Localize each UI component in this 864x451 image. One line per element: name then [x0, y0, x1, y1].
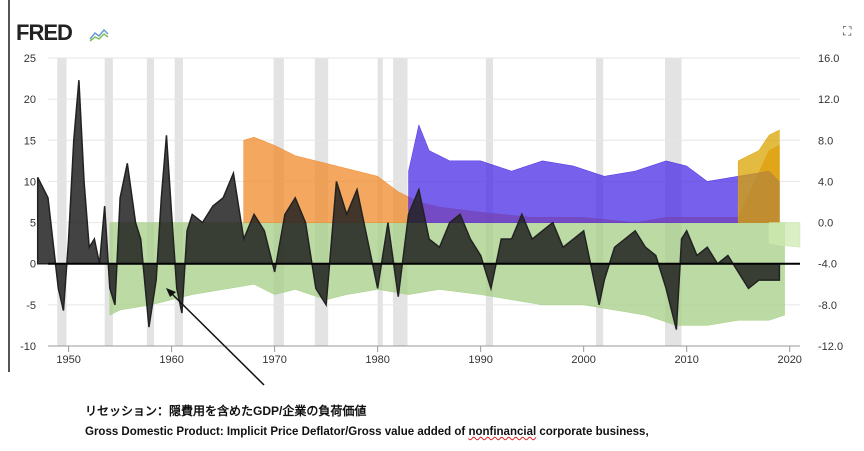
- series-blue-area: [408, 124, 780, 223]
- arrow-head: [166, 288, 176, 297]
- y-right-tick-label: 4.0: [818, 176, 833, 188]
- y-right-tick-label: 12.0: [818, 94, 839, 106]
- series-lightgreen-area: [768, 222, 801, 248]
- y-left-tick-label: 5: [30, 218, 36, 230]
- recession-band: [174, 58, 183, 346]
- annotation-arrow: [167, 289, 265, 386]
- recession-band: [57, 58, 67, 346]
- y-left-tick-label: 20: [24, 94, 36, 106]
- x-tick-label: 2020: [777, 354, 801, 366]
- series-gold-area: [737, 129, 780, 223]
- y-left-tick-label: 25: [24, 53, 36, 65]
- y-right-tick-label: -8.0: [818, 300, 837, 312]
- y-right-tick-label: -4.0: [818, 259, 837, 271]
- x-tick-label: 1990: [468, 354, 492, 366]
- x-tick-label: 2010: [674, 354, 698, 366]
- caption-english: Gross Domestic Product: Implicit Price D…: [85, 426, 649, 438]
- y-right-tick-label: -12.0: [818, 341, 843, 353]
- recession-band: [104, 58, 113, 346]
- caption-japanese: リセッション：隠費用を含めたGDP/企業の負荷価値: [85, 404, 367, 418]
- y-left-tick-label: -10: [20, 341, 36, 353]
- y-left-tick-label: 0: [30, 259, 36, 271]
- left-border: [8, 0, 10, 372]
- logo-graph-icon: [89, 28, 109, 42]
- series-gdp-ratio-area: [36, 80, 781, 330]
- caption-part: Gross Domestic Product: Implicit Price D…: [85, 426, 469, 438]
- y-left-tick-label: 15: [24, 135, 36, 147]
- y-right-tick-label: 16.0: [818, 53, 839, 65]
- x-tick-label: 2000: [571, 354, 595, 366]
- fullscreen-icon[interactable]: ⛶: [843, 24, 852, 38]
- fred-logo[interactable]: FRED: [16, 20, 73, 45]
- x-tick-label: 1960: [159, 354, 183, 366]
- caption-part: corporate business,: [536, 426, 649, 438]
- recession-band: [146, 58, 155, 346]
- caption-misspelled-word: nonfinancial: [468, 426, 537, 438]
- x-tick-label: 1950: [56, 354, 80, 366]
- x-tick-label: 1970: [262, 354, 286, 366]
- y-right-tick-label: 0.0: [818, 218, 833, 230]
- y-left-tick-label: -5: [26, 300, 36, 312]
- y-left-tick-label: 10: [24, 176, 36, 188]
- x-tick-label: 1980: [365, 354, 389, 366]
- y-right-tick-label: 8.0: [818, 135, 833, 147]
